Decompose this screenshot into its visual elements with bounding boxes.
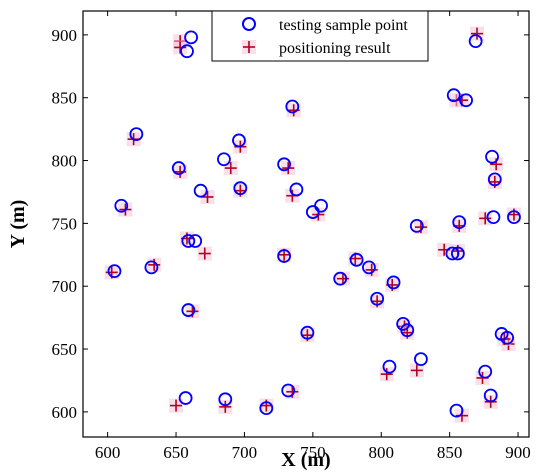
positioning-point (197, 246, 212, 261)
x-tick-label: 650 (163, 443, 189, 462)
legend-plus-glyph (242, 40, 256, 54)
positioning-point (286, 103, 301, 118)
positioning-point (489, 157, 504, 172)
y-tick-label: 900 (52, 26, 78, 45)
testing-point (507, 210, 521, 224)
x-tick-labels: 600 650 700 750 800 850 900 (95, 443, 531, 462)
testing-point (382, 359, 397, 374)
testing-point (193, 183, 208, 198)
tick-marks (83, 11, 529, 437)
y-tick-label: 600 (52, 403, 78, 422)
positioning-point (409, 363, 424, 378)
x-axis-title: X (m) (281, 449, 330, 471)
testing-point (362, 260, 376, 275)
legend-marker-testing (242, 17, 256, 31)
testing-point (218, 392, 233, 407)
chart-marks (104, 26, 521, 423)
positioning-point (233, 183, 248, 198)
testing-point (487, 172, 502, 187)
y-tick-label: 750 (52, 214, 78, 233)
testing-point (485, 149, 499, 164)
testing-point (217, 152, 231, 167)
testing-point (289, 182, 304, 197)
testing-point (468, 34, 483, 49)
testing-point (486, 210, 501, 224)
positioning-point (478, 211, 493, 226)
testing-point (171, 161, 186, 175)
x-tick-label: 800 (368, 443, 394, 462)
positioning-point (364, 262, 379, 277)
testing-point (285, 99, 300, 114)
legend-label-positioning: positioning result (279, 40, 391, 57)
positioning-point (169, 398, 184, 413)
y-axis-title: Y (m) (7, 200, 29, 249)
positioning-point (370, 294, 385, 309)
testing-point (181, 234, 196, 248)
x-tick-label: 600 (95, 443, 121, 462)
testing-point (233, 181, 248, 196)
testing-point (181, 303, 196, 317)
testing-point (478, 364, 493, 379)
x-tick-label: 700 (232, 443, 258, 462)
positioning-point (285, 384, 300, 399)
testing-point (446, 88, 461, 103)
testing-point (178, 391, 193, 405)
testing-point (184, 30, 198, 45)
testing-point (107, 264, 122, 279)
x-tick-label: 750 (300, 443, 326, 462)
testing-point (414, 352, 428, 366)
testing-point (180, 44, 194, 59)
y-tick-label: 800 (52, 152, 78, 171)
testing-point (333, 271, 348, 286)
x-tick-label: 900 (505, 443, 531, 462)
y-tick-label: 700 (52, 277, 78, 296)
y-tick-label: 850 (52, 89, 78, 108)
y-tick-label: 650 (52, 340, 78, 359)
legend-label-testing: testing sample point (279, 17, 408, 34)
testing-point (449, 403, 464, 418)
positioning-point (300, 328, 315, 343)
positioning-point (173, 40, 188, 55)
testing-point (459, 93, 473, 108)
testing-point (188, 234, 203, 248)
testing-point (300, 325, 315, 340)
testing-point (452, 215, 467, 230)
testing-point (500, 330, 515, 345)
positioning-point (379, 367, 394, 382)
positioning-point (437, 242, 452, 257)
testing-point (400, 323, 415, 338)
testing-point (277, 249, 292, 263)
testing-point (259, 401, 274, 415)
testing-point (483, 388, 498, 403)
positioning-point (223, 161, 238, 176)
testing-point (114, 198, 129, 213)
x-tick-label: 850 (437, 443, 463, 462)
testing-point (305, 205, 320, 219)
testing-point (129, 127, 144, 142)
legend: testing sample point positioning result (211, 10, 429, 62)
positioning-point (147, 257, 162, 272)
testing-point (370, 291, 385, 306)
legend-marker-positioning (242, 40, 256, 54)
y-tick-labels: 600 650 700 750 800 850 900 (52, 26, 78, 422)
testing-point (349, 252, 364, 267)
testing-point (232, 133, 246, 148)
testing-point (277, 157, 292, 172)
positioning-point (173, 164, 188, 179)
testing-point (144, 260, 159, 275)
testing-point (281, 383, 296, 398)
testing-point (409, 218, 424, 233)
testing-point (450, 246, 465, 261)
testing-point (445, 246, 460, 261)
testing-point (386, 275, 401, 290)
